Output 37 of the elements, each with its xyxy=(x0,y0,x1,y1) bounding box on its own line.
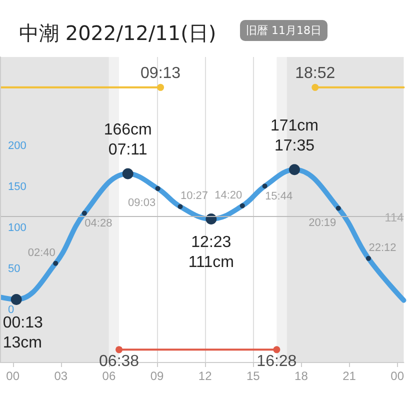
x-tick-label: 03 xyxy=(54,369,68,383)
data-label: 12:23 111cm xyxy=(188,234,234,271)
y-tick-label: 0 xyxy=(8,304,14,316)
point xyxy=(116,346,123,354)
annotation: 22:12 xyxy=(368,242,396,254)
data-label: 166cm 07:11 xyxy=(104,122,152,159)
x-tick-label: 18 xyxy=(294,369,308,383)
annotation: 14:20 xyxy=(214,189,242,202)
y-tick-label: 100 xyxy=(8,222,26,234)
y-tick-label: 50 xyxy=(8,263,20,276)
chart-subtitle: 旧暦 11月18日 xyxy=(246,24,322,37)
annotation: 15:44 xyxy=(265,190,293,203)
annotation: 02:40 xyxy=(28,246,56,259)
annotation: 04:28 xyxy=(84,218,112,230)
annotation: 20:19 xyxy=(308,216,336,229)
x-tick-label: 06 xyxy=(102,369,116,383)
annotation: 16:28 xyxy=(256,353,297,370)
x-tick-label: 21 xyxy=(342,369,356,383)
y-tick-label: 200 xyxy=(8,140,26,152)
ref-line-label: 114 xyxy=(384,210,404,224)
chart-title: 中潮 2022/12/11(日) xyxy=(19,21,216,45)
x-tick-label: 12 xyxy=(198,369,212,383)
annotation: 09:13 xyxy=(140,64,181,82)
x-tick-label: 15 xyxy=(246,369,260,383)
x-tick-label: 00 xyxy=(390,369,404,383)
annotation: 10:27 xyxy=(180,190,208,202)
data-label: 00:13 13cm xyxy=(2,314,44,352)
x-tick-label: 09 xyxy=(150,369,164,383)
point xyxy=(157,84,164,91)
point xyxy=(312,84,319,91)
point xyxy=(273,346,280,354)
annotation: 06:38 xyxy=(99,353,140,370)
annotation: 09:03 xyxy=(128,197,156,210)
y-tick-label: 150 xyxy=(8,180,26,193)
x-tick-label: 00 xyxy=(6,369,20,383)
data-label: 171cm 17:35 xyxy=(270,118,318,155)
annotation: 18:52 xyxy=(295,64,336,82)
